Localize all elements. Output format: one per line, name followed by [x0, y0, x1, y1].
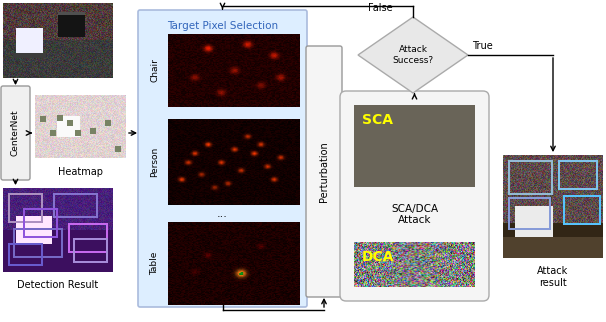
Text: Chair: Chair: [150, 59, 159, 82]
FancyBboxPatch shape: [340, 91, 489, 301]
Text: SCA: SCA: [362, 113, 393, 127]
FancyBboxPatch shape: [1, 86, 30, 180]
Text: CenterNet: CenterNet: [11, 110, 20, 156]
Text: Heatmap: Heatmap: [58, 167, 103, 177]
Text: Attack
Success?: Attack Success?: [393, 45, 433, 65]
Text: False: False: [368, 3, 393, 13]
Text: SCA/DCA
Attack: SCA/DCA Attack: [391, 204, 438, 225]
FancyBboxPatch shape: [138, 10, 307, 307]
Text: Detection Result: Detection Result: [18, 280, 99, 290]
Text: Attack
result: Attack result: [538, 266, 568, 288]
Text: DCA: DCA: [362, 250, 395, 264]
Text: Target Pixel Selection: Target Pixel Selection: [167, 21, 278, 31]
Text: True: True: [472, 41, 493, 51]
Text: Table: Table: [150, 252, 159, 275]
Text: Person: Person: [150, 147, 159, 177]
Text: ...: ...: [217, 209, 228, 219]
FancyBboxPatch shape: [306, 46, 342, 297]
Text: Perturbation: Perturbation: [319, 141, 329, 202]
Polygon shape: [358, 17, 468, 93]
